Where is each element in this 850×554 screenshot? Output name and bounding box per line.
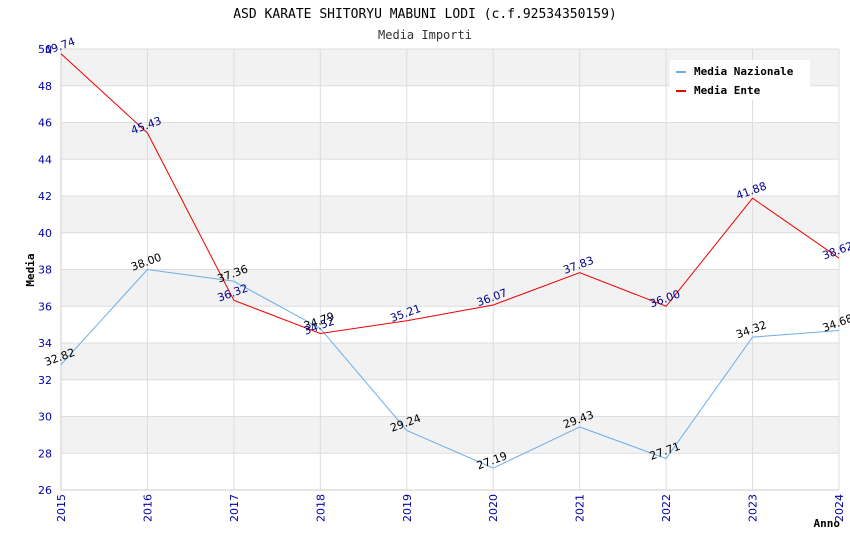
y-axis-ticks: 26 28 30 32 34 36 38 40 42 44 46 48 50 [38, 43, 52, 497]
y-tick-label: 28 [38, 447, 52, 460]
plot-band [61, 122, 839, 160]
plot-band [61, 343, 839, 380]
chart-title: ASD KARATE SHITORYU MABUNI LODI (c.f.925… [233, 7, 617, 22]
plot-band [61, 196, 839, 233]
plot-band [61, 269, 839, 307]
legend-label-media-ente: Media Ente [694, 84, 761, 97]
x-tick-label: 2016 [141, 494, 154, 522]
y-tick-label: 40 [38, 227, 52, 240]
y-axis-label: Media [24, 253, 37, 286]
y-tick-label: 26 [38, 484, 52, 497]
plot-band [61, 379, 839, 417]
legend-label-media-nazionale: Media Nazionale [694, 65, 794, 78]
x-tick-label: 2018 [314, 494, 327, 522]
y-tick-label: 34 [38, 337, 52, 350]
y-tick-label: 48 [38, 80, 52, 93]
x-tick-label: 2015 [55, 494, 68, 522]
plot-band [61, 159, 839, 196]
plot-band [61, 416, 839, 454]
legend: Media Nazionale Media Ente [670, 60, 810, 100]
x-axis-ticks: 2015 2016 2017 2018 2019 2020 2021 2022 2023 2024 [55, 494, 846, 522]
x-tick-label: 2019 [401, 494, 414, 522]
y-tick-label: 32 [38, 374, 52, 387]
series-group [60, 53, 840, 469]
x-tick-label: 2017 [228, 494, 241, 522]
plot-band [61, 453, 839, 490]
y-tick-label: 38 [38, 264, 52, 277]
series-line-media-ente [60, 53, 840, 334]
x-tick-label: 2022 [660, 494, 673, 522]
y-tick-label: 30 [38, 411, 52, 424]
y-tick-label: 42 [38, 190, 52, 203]
series-line-media-nazionale [60, 268, 840, 469]
legend-box [670, 60, 810, 100]
x-tick-label: 2020 [487, 494, 500, 522]
y-tick-label: 46 [38, 117, 52, 130]
chart-subtitle: Media Importi [378, 28, 472, 42]
x-tick-label: 2024 [833, 494, 846, 522]
x-axis-label: Anno [814, 517, 841, 530]
plot-background-bands [61, 49, 839, 490]
y-tick-label: 36 [38, 300, 52, 313]
plot-band [61, 306, 839, 343]
x-tick-label: 2021 [574, 494, 587, 522]
y-tick-label: 50 [38, 43, 52, 56]
x-tick-label: 2023 [747, 494, 760, 522]
y-tick-label: 44 [38, 153, 52, 166]
plot-band [61, 232, 839, 270]
